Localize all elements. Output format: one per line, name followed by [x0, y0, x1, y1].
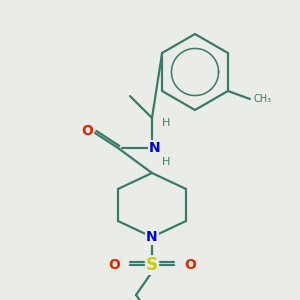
- Text: S: S: [146, 256, 158, 274]
- Text: O: O: [81, 124, 93, 138]
- Text: O: O: [108, 258, 120, 272]
- Text: O: O: [184, 258, 196, 272]
- Text: H: H: [162, 157, 170, 167]
- Text: CH₃: CH₃: [254, 94, 272, 104]
- Text: H: H: [162, 118, 170, 128]
- Text: N: N: [146, 230, 158, 244]
- Text: N: N: [149, 141, 161, 155]
